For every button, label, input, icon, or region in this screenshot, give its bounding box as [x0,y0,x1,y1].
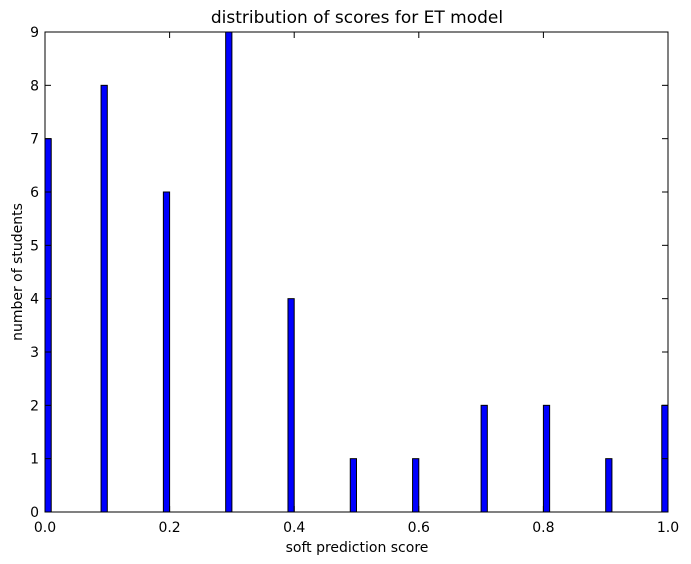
histogram-bar [480,404,488,513]
x-axis-label: soft prediction score [286,540,429,556]
histogram-bar [100,84,108,513]
x-tick-label: 0.2 [158,520,180,536]
y-axis-label: number of students [10,203,26,341]
y-tick-label: 3 [30,345,39,361]
y-tick-label: 7 [30,132,39,148]
histogram-bar [412,458,420,513]
x-tick-label: 0.4 [283,520,305,536]
histogram-bar [44,138,52,513]
histogram-bar [225,31,233,513]
y-tick-label: 1 [30,452,39,468]
histogram-bar [349,458,357,513]
plot-frame [44,31,669,513]
y-tick-label: 8 [30,78,39,94]
x-tick-label: 0.0 [34,520,56,536]
x-tick-label: 0.6 [408,520,430,536]
y-tick-label: 2 [30,398,39,414]
bars-group [44,31,669,513]
histogram-bar [605,458,613,513]
y-tick-label: 0 [30,505,39,521]
chart-title: distribution of scores for ET model [211,8,503,28]
y-tick-label: 4 [30,292,39,308]
histogram-bar [162,191,171,513]
y-tick-label: 6 [30,185,39,201]
x-tick-label: 1.0 [657,520,679,536]
y-tick-label: 5 [30,238,39,254]
y-tick-label: 9 [30,25,39,41]
histogram-bar [542,404,551,513]
x-tick-label: 0.8 [532,520,554,536]
ticks-group: 0.0 0.2 0.4 0.6 0.8 1.0 0 1 2 3 4 5 6 7 8 9 [30,25,679,536]
histogram-bar [287,298,295,513]
